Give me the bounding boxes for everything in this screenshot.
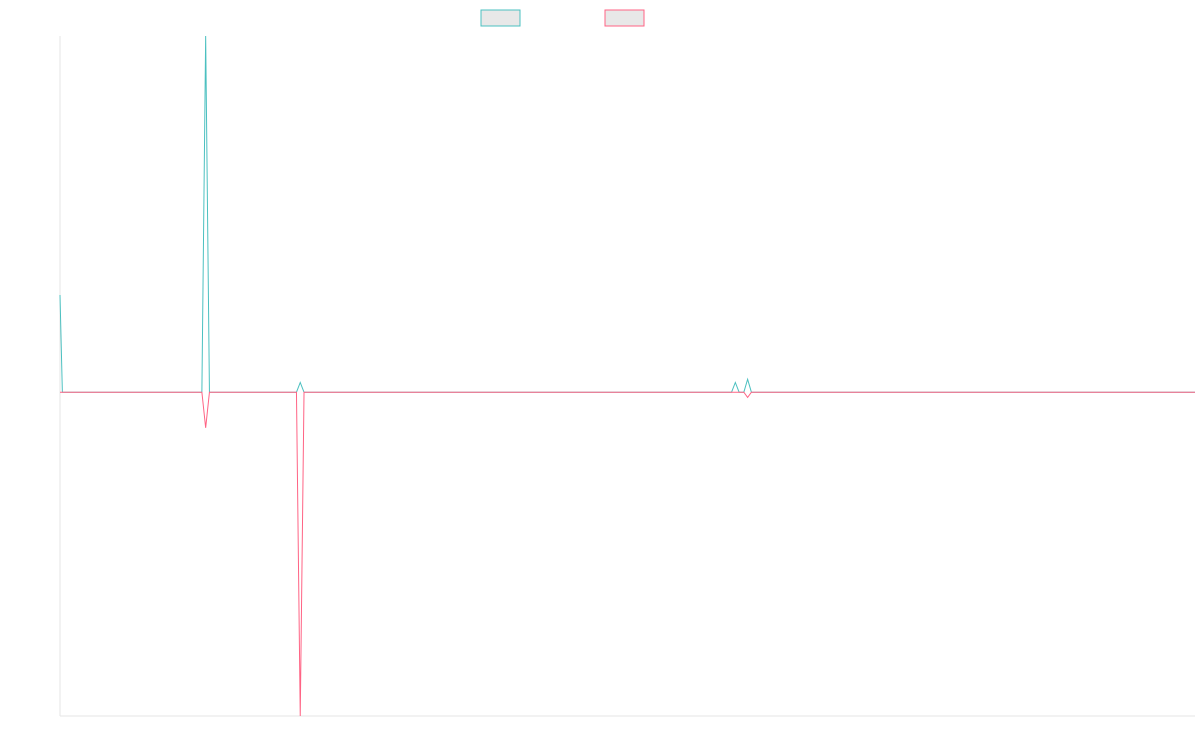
legend-swatch-2[interactable] [604, 9, 645, 27]
series-line-2 [60, 391, 1195, 717]
axes [59, 36, 1195, 717]
series-line-1 [59, 35, 1195, 393]
legend[interactable] [480, 9, 645, 27]
series-layer [59, 35, 1195, 717]
legend-swatch-1[interactable] [480, 9, 521, 27]
